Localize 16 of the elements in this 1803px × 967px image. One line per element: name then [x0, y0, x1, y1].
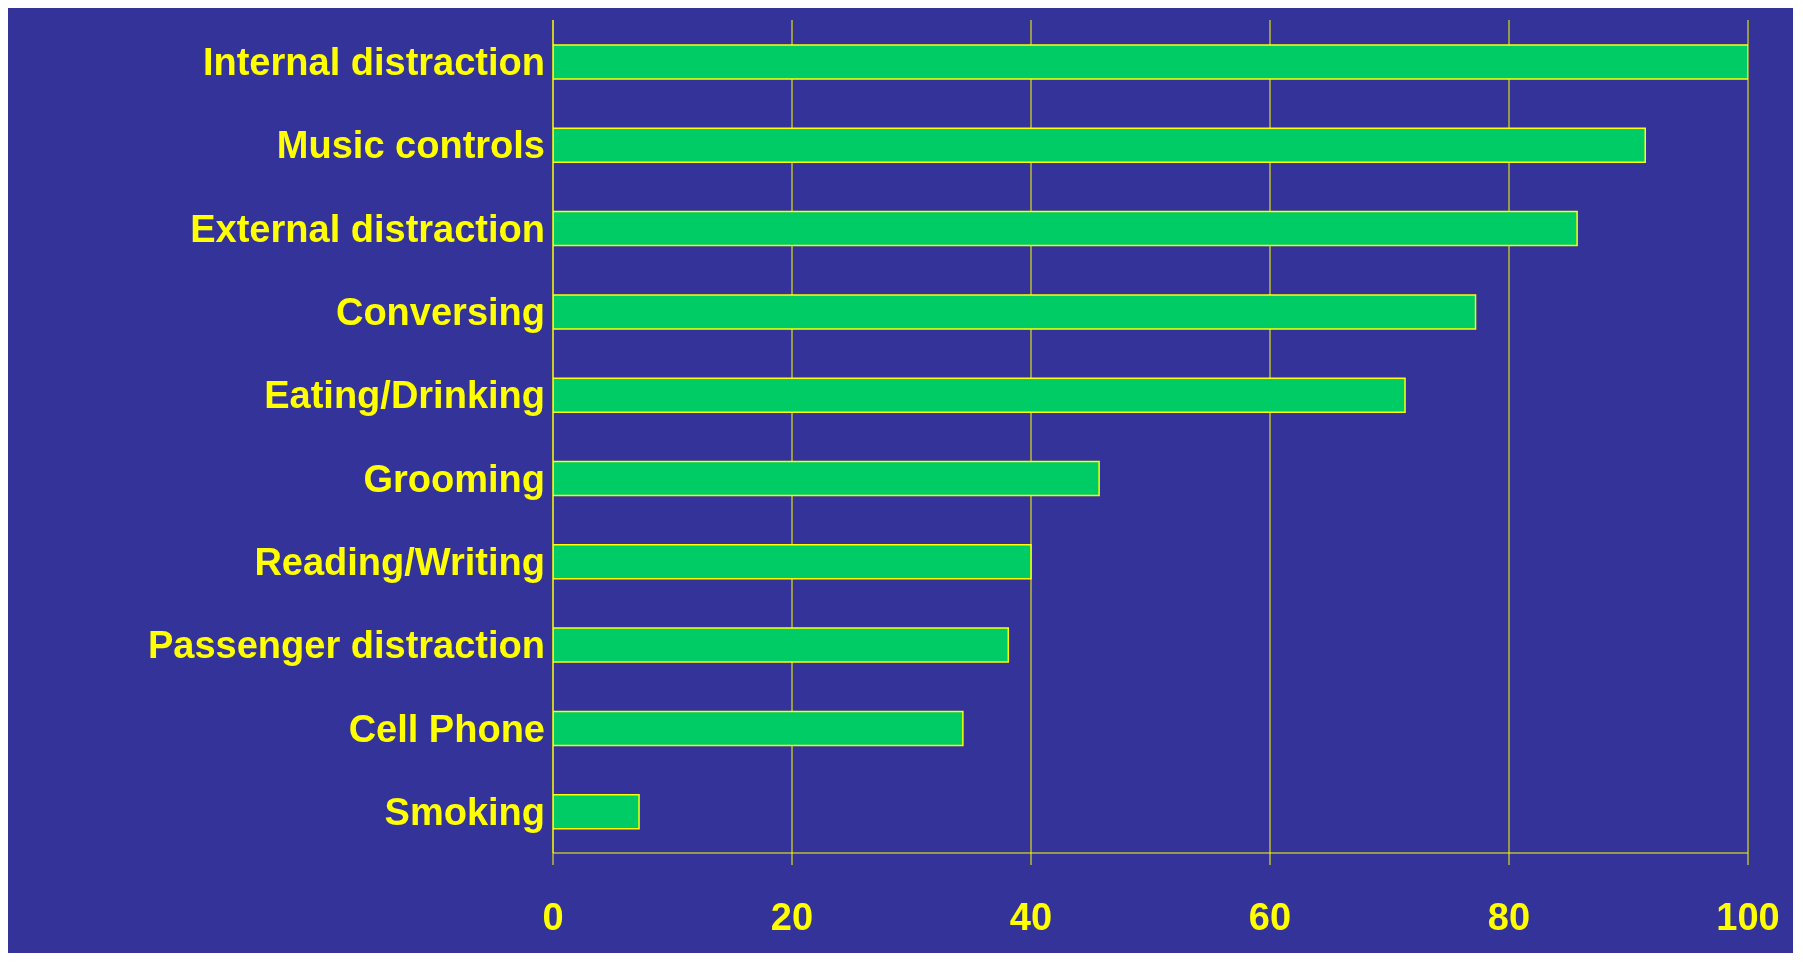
y-tick-label: External distraction — [190, 207, 545, 250]
x-tick-label: 60 — [1248, 895, 1292, 938]
y-tick-label: Grooming — [363, 457, 545, 500]
x-tick-label: 40 — [1009, 895, 1053, 938]
y-tick-label: Internal distraction — [202, 41, 545, 84]
y-tick-label: Eating/Drinking — [264, 374, 545, 417]
y-tick-label: Smoking — [384, 790, 545, 833]
y-tick-label: Reading/Writing — [254, 540, 545, 583]
x-tick-label: 100 — [1716, 895, 1780, 938]
x-tick-label: 80 — [1487, 895, 1531, 938]
y-tick-label: Music controls — [276, 124, 545, 167]
y-tick-label: Conversing — [335, 291, 545, 334]
x-tick-label: 20 — [770, 895, 814, 938]
y-tick-label: Passenger distraction — [147, 624, 545, 667]
y-tick-label: Cell Phone — [348, 707, 545, 750]
x-tick-label: 0 — [542, 895, 564, 938]
